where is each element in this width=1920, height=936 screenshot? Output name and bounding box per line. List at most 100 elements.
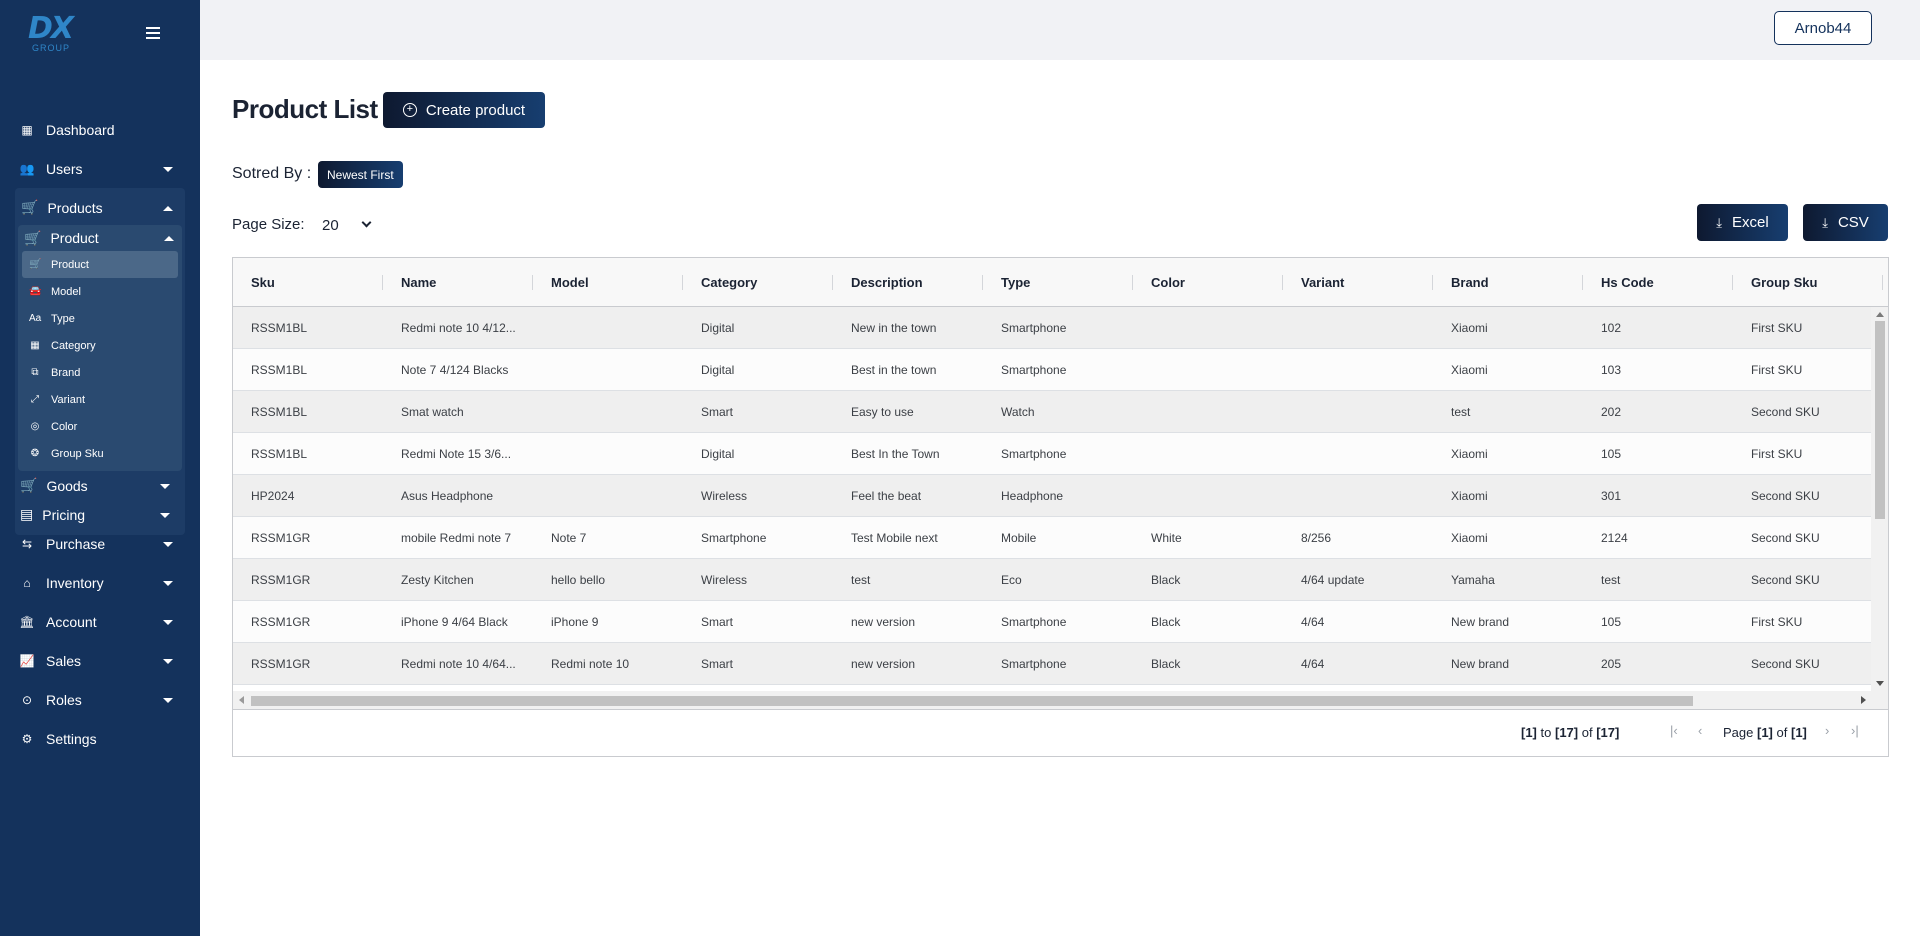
column-header[interactable]: Brand <box>1451 274 1489 290</box>
sidebar-item-product-group[interactable]: 🛒 Product <box>18 225 182 251</box>
table-row[interactable]: RSSM1GR iPhone 9 4/64 Black iPhone 9 Smart n… <box>233 601 1871 643</box>
column-header[interactable]: Color <box>1151 274 1185 290</box>
column-resize-handle[interactable] <box>832 275 833 290</box>
column-resize-handle[interactable] <box>682 275 683 290</box>
sidebar-item-roles[interactable]: ⊙ Roles <box>0 680 200 719</box>
sidebar-item-users[interactable]: 👥 Users <box>0 149 200 188</box>
table-cell: 4/64 <box>1301 614 1325 629</box>
table-cell: iPhone 9 <box>551 614 599 629</box>
table-row[interactable]: RSSM1GR Redmi note 10 4/64... Redmi note 1… <box>233 643 1871 685</box>
table-cell: Xiaomi <box>1451 320 1488 335</box>
chart-line-icon: 📈 <box>19 653 35 668</box>
column-resize-handle[interactable] <box>532 275 533 290</box>
column-header[interactable]: Description <box>851 274 923 290</box>
vertical-scrollbar[interactable] <box>1871 307 1888 691</box>
last-page-icon[interactable]: ›| <box>1851 723 1859 738</box>
scroll-left-icon[interactable] <box>239 696 244 704</box>
vertical-scroll-thumb[interactable] <box>1875 321 1885 519</box>
table-body: RSSM1BL Redmi note 10 4/12... Digital New i… <box>233 307 1871 691</box>
plus-circle-icon: + <box>402 103 417 117</box>
sidebar-item-settings[interactable]: ⚙ Settings <box>0 719 200 758</box>
create-product-button[interactable]: + Create product <box>383 92 545 128</box>
column-header[interactable]: Category <box>701 274 758 290</box>
column-header[interactable]: Model <box>551 274 589 290</box>
user-menu-button[interactable]: Arnob44 <box>1774 11 1872 45</box>
table-cell: RSSM1GR <box>251 572 311 587</box>
table-cell: Digital <box>701 446 735 461</box>
sidebar-item-inventory[interactable]: ⌂ Inventory <box>0 563 200 602</box>
sidebar-item-label: Sales <box>46 652 82 669</box>
column-header[interactable]: Hs Code <box>1601 274 1654 290</box>
page-word: Page <box>1723 725 1754 740</box>
table-cell: Note 7 4/124 Blacks <box>401 362 509 377</box>
previous-page-icon[interactable]: ‹ <box>1698 723 1703 738</box>
table-row[interactable]: RSSM1GR Zesty Kitchen hello bello Wireless t… <box>233 559 1871 601</box>
scroll-right-icon[interactable] <box>1861 696 1866 704</box>
table-row[interactable]: RSSM1BL Redmi note 10 4/12... Digital New i… <box>233 307 1871 349</box>
column-resize-handle[interactable] <box>1582 275 1583 290</box>
table-cell: 205 <box>1601 656 1622 671</box>
scroll-down-icon[interactable] <box>1876 681 1884 686</box>
column-resize-handle[interactable] <box>982 275 983 290</box>
sidebar-item-label: Pricing <box>42 506 86 523</box>
sidebar-item-type[interactable]: Aa Type <box>22 305 178 332</box>
column-header[interactable]: Sku <box>251 274 275 290</box>
table-row[interactable]: HP2024 Asus Headphone Wireless Feel the bea… <box>233 475 1871 517</box>
table-cell: Best in the town <box>851 362 937 377</box>
table-row[interactable]: RSSM1GR mobile Redmi note 7 Note 7 Smartpho… <box>233 517 1871 559</box>
table-cell: New brand <box>1451 614 1510 629</box>
horizontal-scroll-thumb[interactable] <box>251 696 1693 706</box>
export-excel-button[interactable]: ⤓ Excel <box>1697 204 1788 241</box>
dashboard-icon: ▦ <box>21 122 33 137</box>
table-cell: HP2024 <box>251 488 295 503</box>
dx-group-logo[interactable]: DX GROUP <box>28 12 78 58</box>
column-header[interactable]: Group Sku <box>1751 274 1818 290</box>
menu-toggle-icon[interactable] <box>146 27 160 39</box>
table-cell: Asus Headphone <box>401 488 494 503</box>
column-resize-handle[interactable] <box>1282 275 1283 290</box>
sidebar-item-product[interactable]: 🛒 Product <box>22 251 178 278</box>
column-header[interactable]: Variant <box>1301 274 1345 290</box>
sidebar-item-account[interactable]: 🏛 Account <box>0 602 200 641</box>
table-cell: New brand <box>1451 656 1510 671</box>
table-cell: Xiaomi <box>1451 488 1488 503</box>
sidebar-item-group-sku[interactable]: ❂ Group Sku <box>22 440 178 467</box>
first-page-icon[interactable]: |‹ <box>1670 723 1678 738</box>
column-resize-handle[interactable] <box>1882 275 1883 290</box>
sidebar-item-sales[interactable]: 📈 Sales <box>0 641 200 680</box>
table-cell: Redmi note 10 4/12... <box>401 320 516 335</box>
scroll-up-icon[interactable] <box>1876 312 1884 317</box>
export-csv-button[interactable]: ⤓ CSV <box>1803 204 1888 241</box>
sidebar-item-color[interactable]: ◎ Color <box>22 413 178 440</box>
sidebar-item-variant[interactable]: ⤢ Variant <box>22 386 178 413</box>
table-cell <box>533 433 683 474</box>
horizontal-scrollbar[interactable] <box>233 691 1888 709</box>
sidebar-item-category[interactable]: ▦ Category <box>22 332 178 359</box>
table-row[interactable]: RSSM1BL Redmi Note 15 3/6... Digital Best I… <box>233 433 1871 475</box>
column-resize-handle[interactable] <box>382 275 383 290</box>
table-cell: White <box>1151 530 1182 545</box>
sidebar-item-brand[interactable]: ⧉ Brand <box>22 359 178 386</box>
column-header[interactable]: Type <box>1001 274 1031 290</box>
row-to-word: to <box>1540 725 1552 740</box>
sidebar-item-dashboard[interactable]: ▦ Dashboard <box>0 110 200 149</box>
next-page-icon[interactable]: › <box>1825 723 1830 738</box>
column-resize-handle[interactable] <box>1432 275 1433 290</box>
sidebar-item-pricing[interactable]: ▤ Pricing <box>15 500 185 529</box>
sidebar-item-model[interactable]: 🚘 Model <box>22 278 178 305</box>
sort-order-badge[interactable]: Newest First <box>318 161 403 188</box>
table-cell: Xiaomi <box>1451 362 1488 377</box>
palette-icon: ◎ <box>30 421 40 432</box>
table-row[interactable]: RSSM1BL Smat watch Smart Easy to use Watch te… <box>233 391 1871 433</box>
table-cell: Watch <box>1001 404 1035 419</box>
page-size-select[interactable]: 20 <box>322 213 382 237</box>
column-resize-handle[interactable] <box>1732 275 1733 290</box>
sidebar-item-purchase[interactable]: ⇆ Purchase <box>0 524 200 563</box>
sidebar-item-label: Model <box>51 285 81 298</box>
column-header[interactable]: Name <box>401 274 437 290</box>
sidebar-item-goods[interactable]: 🛒 Goods <box>15 471 185 500</box>
row-to: [17] <box>1554 725 1579 740</box>
sidebar-item-products[interactable]: 🛒 Products <box>15 192 185 223</box>
column-resize-handle[interactable] <box>1132 275 1133 290</box>
table-row[interactable]: RSSM1BL Note 7 4/124 Blacks Digital Best in… <box>233 349 1871 391</box>
